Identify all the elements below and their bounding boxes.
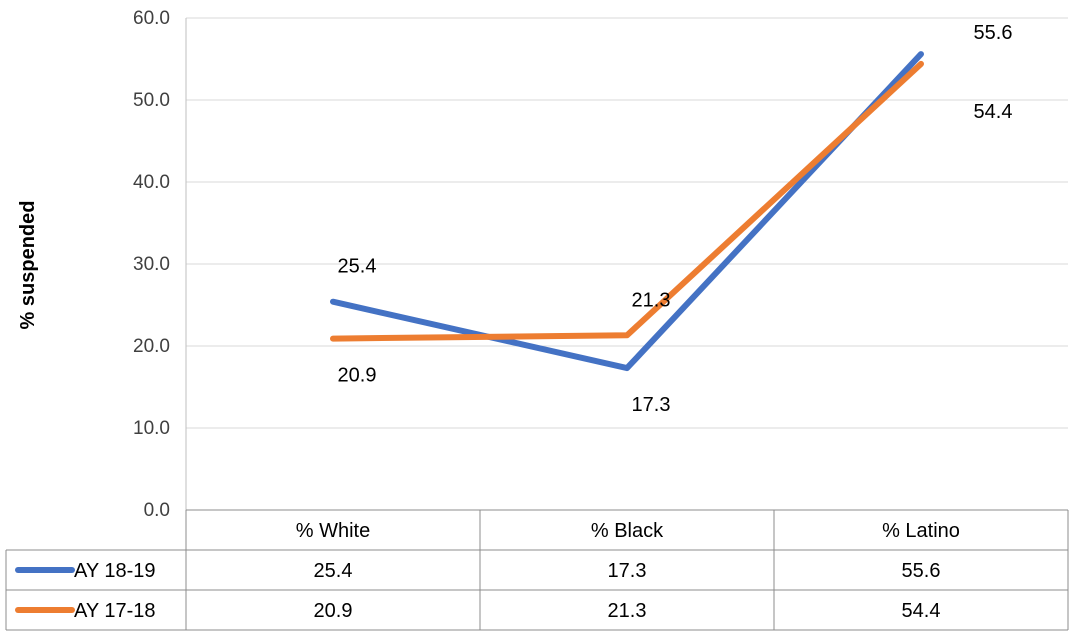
y-tick-label: 50.0 [133, 90, 170, 111]
legend-label: AY 17-18 [74, 600, 156, 622]
table-cell: 55.6 [902, 560, 941, 582]
y-axis-title: % suspended [17, 201, 39, 330]
gridlines [185, 17, 1068, 510]
y-tick-label: 40.0 [133, 172, 170, 193]
data-label: 25.4 [338, 256, 377, 278]
data-label: 54.4 [974, 101, 1013, 123]
data-label: 55.6 [974, 22, 1013, 44]
x-category-label: % Black [591, 520, 664, 542]
y-tick-label: 60.0 [133, 8, 170, 29]
data-table: % White % Black % Latino AY 18-19 25.4 17.3 55… [5, 509, 1069, 631]
x-category-label: % Latino [882, 520, 960, 542]
legend-label: AY 18-19 [74, 560, 156, 582]
table-cell: 21.3 [608, 600, 647, 622]
y-tick-label: 20.0 [133, 336, 170, 357]
y-tick-label: 30.0 [133, 254, 170, 275]
data-labels: 25.4 20.9 17.3 21.3 55.6 54.4 [338, 22, 1013, 416]
data-label: 20.9 [338, 365, 377, 387]
data-label: 21.3 [632, 289, 671, 311]
series-line [330, 51, 924, 372]
y-tick-label: 10.0 [133, 418, 170, 439]
table-cell: 54.4 [902, 600, 941, 622]
table-cell: 25.4 [314, 560, 353, 582]
y-tick-label: 0.0 [144, 500, 170, 521]
x-category-label: % White [296, 520, 370, 542]
series-line [330, 60, 924, 342]
data-label: 17.3 [632, 394, 671, 416]
table-cell: 20.9 [314, 600, 353, 622]
table-cell: 17.3 [608, 560, 647, 582]
y-axis-ticks: 0.0 10.0 20.0 30.0 40.0 50.0 60.0 [133, 8, 170, 521]
series-lines [330, 51, 924, 372]
